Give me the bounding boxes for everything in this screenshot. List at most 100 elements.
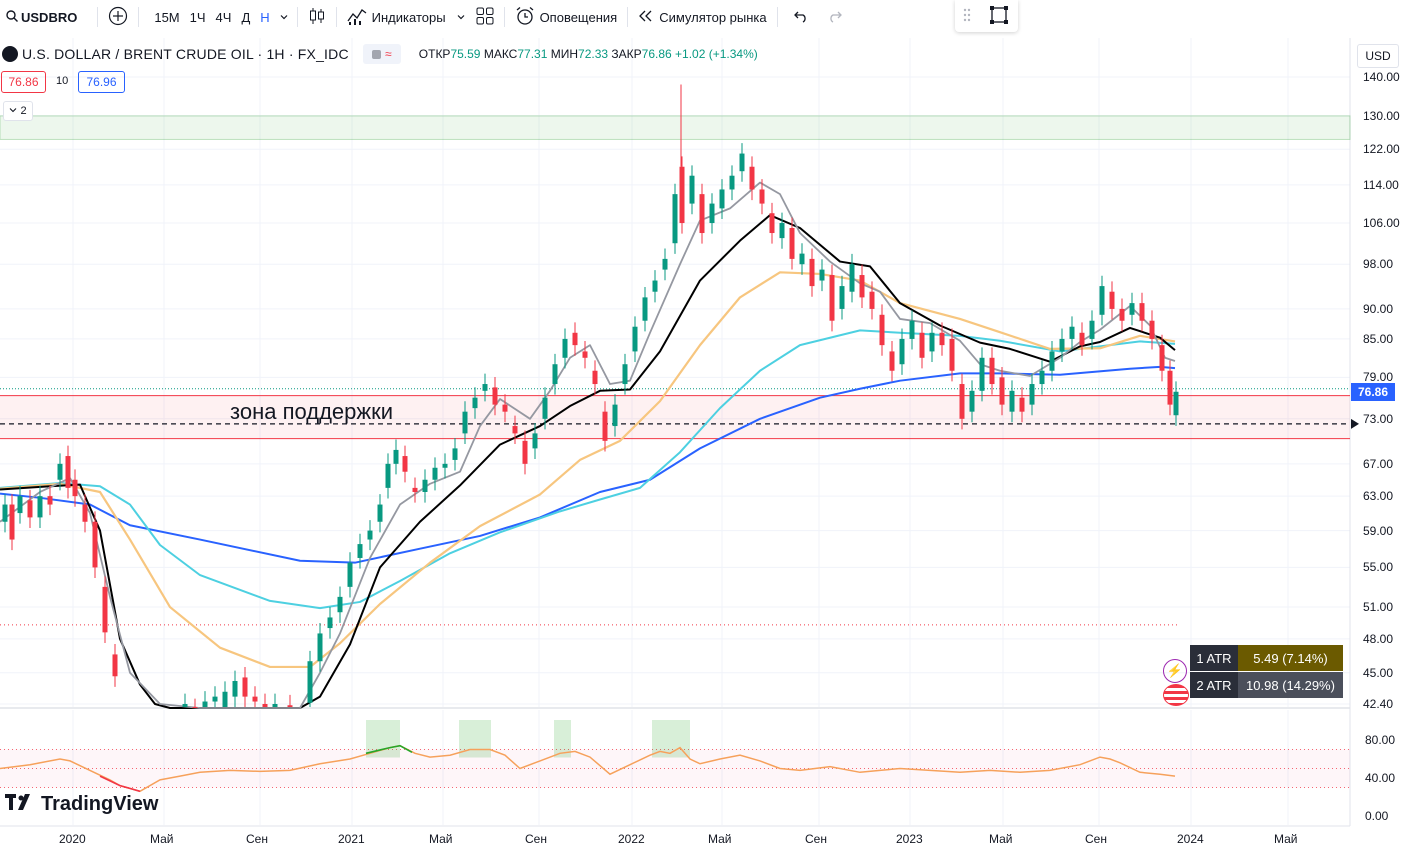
candle [542,397,548,419]
layouts-button[interactable] [470,0,500,34]
level-marker [1351,418,1359,429]
candle [452,448,458,460]
sell-price-button[interactable]: 76.86 [1,71,46,93]
candle [949,338,955,371]
timeframe-1Ч[interactable]: 1Ч [189,9,206,25]
undo-button[interactable] [782,0,818,34]
candle [929,332,935,352]
timeframe-Д[interactable]: Д [241,9,251,25]
candle [357,544,363,558]
drag-handle-icon[interactable] [963,8,971,25]
compare-button[interactable] [102,0,134,34]
candle [592,370,598,385]
timeframe-15М[interactable]: 15М [154,9,180,25]
high-zone [0,115,1351,140]
buy-price-button[interactable]: 76.96 [78,71,125,93]
osc-hot-zone [554,720,571,758]
candle [57,463,63,480]
candle [919,332,925,358]
candle [222,691,228,707]
time-tick: 2022 [618,832,645,846]
ma_mid-line [0,214,1176,709]
chart-type-button[interactable] [302,0,332,34]
open-label: ОТКР [418,47,451,61]
indicators-dropdown[interactable] [452,0,470,34]
time-tick: Май [150,832,174,846]
candle [819,269,825,281]
candle [232,680,238,697]
chevron-down-icon [9,105,17,117]
candle [1019,397,1025,412]
candle [729,175,735,190]
candle [562,338,568,358]
candle [1099,286,1105,315]
timeframe-dropdown[interactable] [275,0,293,34]
candle [829,275,835,321]
candle [699,194,705,234]
lightning-icon[interactable]: ⚡ [1163,659,1187,683]
divider [296,7,298,27]
candle [422,479,428,492]
time-tick: 2021 [338,832,365,846]
ohlc-values: ОТКР75.59 МАКС77.31 МИН72.33 ЗАКР76.86 +… [419,47,758,61]
candle [652,280,658,292]
candle [909,320,915,339]
candle [719,189,725,209]
candle [749,166,755,190]
indicators-collapse-button[interactable]: 2 [3,101,33,121]
timeframe-4Ч[interactable]: 4Ч [215,9,232,25]
candle [1139,303,1145,321]
ma_fast-line [0,181,1176,709]
candle [402,456,408,472]
high-value: 77.31 [517,47,548,61]
time-tick: 2023 [896,832,923,846]
candle [367,530,373,540]
time-tick: Сен [525,832,547,846]
price-tick: 51.00 [1363,600,1394,615]
fullscreen-icon[interactable] [988,4,1010,29]
redo-button[interactable] [818,0,854,34]
legend-title[interactable]: U.S. DOLLAR / BRENT CRUDE OIL · 1H · FX_… [22,46,349,62]
candle [9,504,15,540]
alerts-button[interactable]: Оповещения [509,0,624,34]
candle [572,332,578,346]
top-toolbar: USDBRO 15М 1Ч 4Ч Д Н Индикаторы [0,0,1403,34]
open-value: 75.59 [450,47,481,61]
currency-button[interactable]: USD [1357,44,1399,68]
oscillator-tick: 80.00 [1365,733,1396,747]
oscillator-cold-segment [99,775,141,793]
time-tick: Май [429,832,453,846]
candle [522,440,528,464]
candle [337,596,343,613]
support-zone-label: зона поддержки [230,399,394,424]
tv-logo-icon [5,793,37,816]
price-tick: 106.00 [1363,216,1400,231]
time-tick: Сен [1085,832,1107,846]
candle [1059,338,1065,352]
candle [1039,370,1045,385]
timeframe-Н[interactable]: Н [260,9,270,25]
indicators-button[interactable]: Индикаторы [341,0,452,34]
candle [347,562,353,587]
candle [689,175,695,204]
candle [899,338,905,365]
atr-label: 1 ATR [1190,645,1238,671]
alarm-clock-icon [515,6,535,29]
low-label: МИН [550,47,579,61]
replay-button[interactable]: Симулятор рынка [632,0,772,34]
candle [1009,390,1015,412]
candle [1079,332,1085,346]
us-flag-icon[interactable] [1163,684,1189,706]
time-tick: Май [708,832,732,846]
candle [859,275,865,298]
candle [979,357,985,391]
rewind-icon [638,9,654,26]
market-status-badge[interactable]: ≈ [362,44,401,64]
symbol-search[interactable]: USDBRO [0,0,83,34]
candle [272,704,278,707]
candle [287,705,293,707]
brand-name: TradingView [41,793,159,815]
candle [1069,326,1075,339]
candle [969,390,975,412]
